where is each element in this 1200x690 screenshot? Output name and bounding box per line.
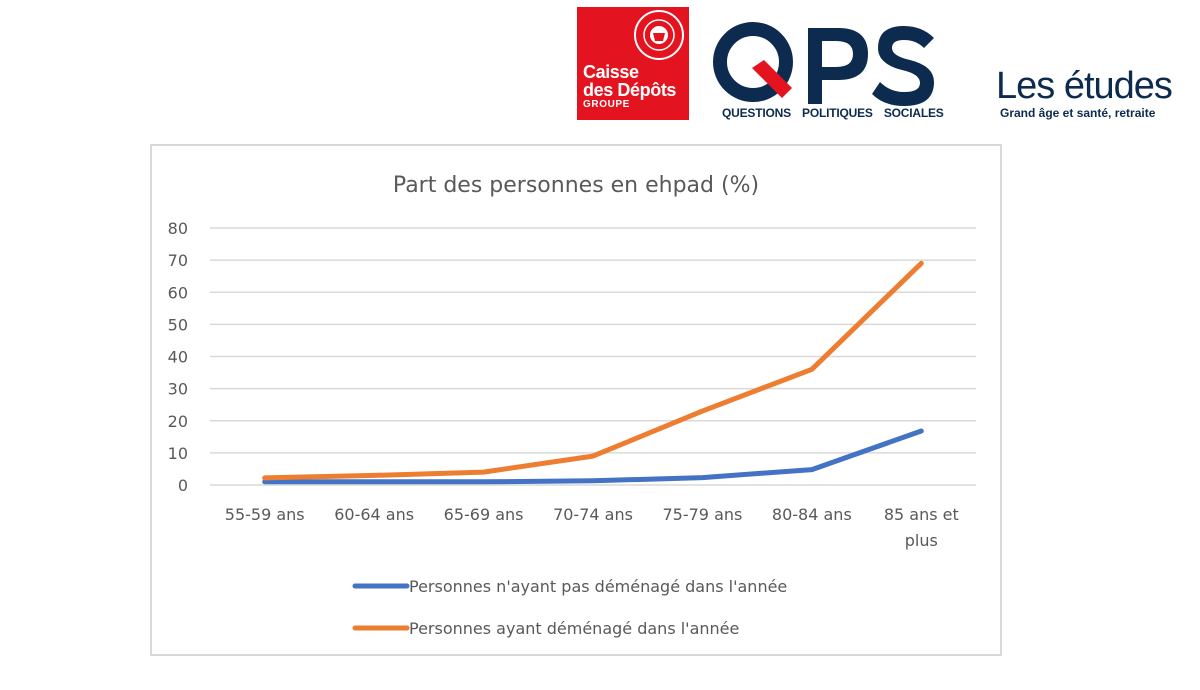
cdc-line2: des Dépôts (583, 80, 677, 100)
x-tick-label-6: 80-84 ans (772, 505, 852, 524)
qps-word-sociales: SOCIALES (883, 106, 944, 120)
x-tick-label-4: 70-74 ans (553, 505, 633, 524)
y-tick-label-10: 10 (168, 444, 188, 463)
les-etudes-logo: Les études Grand âge et santé, retraite (996, 66, 1192, 120)
cdc-seal-icon (634, 10, 684, 60)
x-tick-label-1: 55-59 ans (225, 505, 305, 524)
qps-tagline: QUESTIONS POLITIQUES SOCIALES (722, 106, 952, 120)
y-tick-label-70: 70 (168, 251, 188, 270)
y-tick-label-0: 0 (178, 476, 188, 495)
y-tick-label-80: 80 (168, 219, 188, 238)
etudes-subtitle: Grand âge et santé, retraite (1000, 106, 1156, 120)
y-tick-label-20: 20 (168, 412, 188, 431)
cdc-line3: GROUPE (583, 99, 630, 110)
legend-label-1: Personnes n'ayant pas déménagé dans l'an… (409, 577, 787, 596)
etudes-title: Les études (996, 65, 1173, 107)
x-tick-label-3: 65-69 ans (444, 505, 524, 524)
y-tick-label-30: 30 (168, 380, 188, 399)
x-tick-label-7: 85 ans et plus (884, 505, 959, 550)
caisse-des-depots-logo: Caisse des Dépôts GROUPE (577, 7, 689, 120)
qps-letters-graphic (713, 22, 934, 106)
qps-logo: QUESTIONS POLITIQUES SOCIALES (712, 20, 944, 124)
y-tick-label-60: 60 (168, 283, 188, 302)
chart-frame: Part des personnes en ehpad (%) 0 10 20 30 40… (150, 144, 1002, 656)
x-tick-label-5: 75-79 ans (662, 505, 742, 524)
cdc-line1: Caisse (583, 62, 639, 82)
series-line-2 (262, 260, 924, 481)
y-tick-label-40: 40 (168, 348, 188, 367)
qps-word-questions: QUESTIONS (722, 106, 791, 120)
line-chart: Part des personnes en ehpad (%) 0 10 20 30 40… (168, 173, 976, 638)
y-tick-label-50: 50 (168, 315, 188, 334)
chart-title: Part des personnes en ehpad (%) (393, 173, 759, 198)
qps-word-politiques: POLITIQUES (802, 106, 873, 120)
cdc-wordmark: Caisse des Dépôts GROUPE (583, 63, 676, 111)
legend-label-2: Personnes ayant déménagé dans l'année (409, 619, 739, 638)
x-tick-label-2: 60-64 ans (334, 505, 414, 524)
